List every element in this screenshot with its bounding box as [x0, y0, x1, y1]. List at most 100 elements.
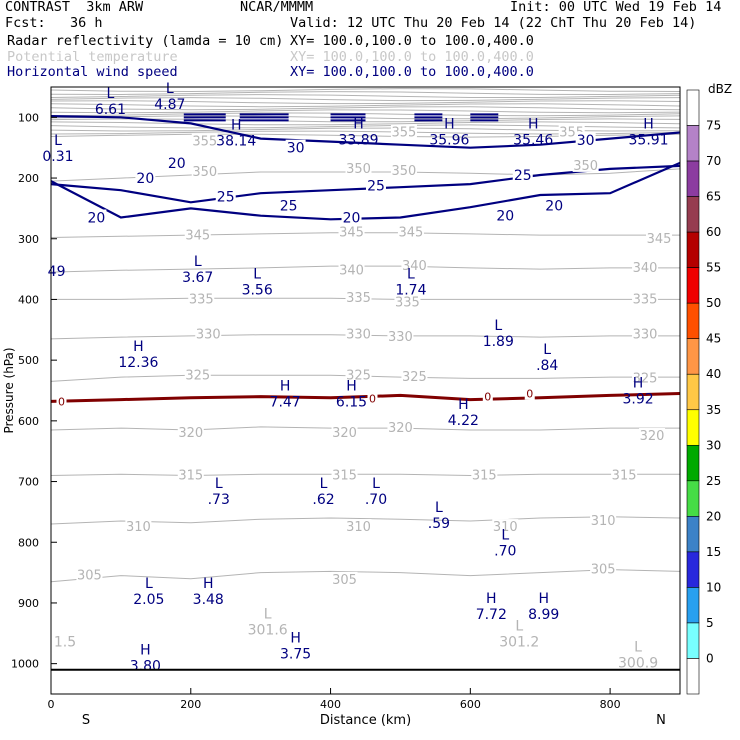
wind-extremum-value: 35.46	[513, 132, 553, 148]
theta-label: 305	[77, 569, 102, 584]
valid-time: Valid: 12 UTC Thu 20 Feb 14 (22 ChT Thu …	[290, 15, 697, 31]
theta-line-upper	[50, 97, 681, 102]
wind-label: 30	[577, 133, 595, 149]
theta-extremum-value: 301.2	[499, 634, 539, 650]
wind-extremum-type: H	[140, 643, 151, 659]
theta-label: 340	[402, 259, 427, 274]
theta-label: 305	[591, 563, 616, 578]
colorbar-label: 0	[706, 651, 714, 665]
theta-extremum-type: L	[515, 618, 523, 634]
theta-line-upper	[50, 121, 681, 126]
theta-label-bg	[387, 420, 414, 435]
theta-label: 315	[332, 468, 357, 483]
forecast-hour: Fcst: 36 h	[5, 15, 103, 31]
freezing-label-bg	[524, 387, 535, 400]
wind-label-bg	[512, 167, 533, 183]
theta-label: 335	[189, 292, 214, 307]
colorbar-swatch	[686, 231, 700, 268]
wind-label: 20	[168, 156, 186, 172]
wind-extremum-type: L	[166, 81, 174, 97]
colorbar-label: 55	[706, 261, 721, 275]
wind-extremum-type: H	[538, 591, 549, 607]
wind-label-bg	[285, 139, 306, 155]
theta-label-bg	[345, 519, 372, 534]
colorbar-swatch	[686, 89, 700, 126]
wind-extremum-type: L	[494, 318, 502, 334]
y-tick-label: 300	[18, 233, 39, 246]
wind-extremum-type: L	[543, 342, 551, 358]
colorbar-swatch	[686, 551, 700, 588]
theta-label: 305	[332, 573, 357, 588]
wind-extremum-value: 3.67	[182, 270, 213, 286]
wind-extremum-type: H	[133, 339, 144, 355]
theta-line-upper	[50, 91, 681, 96]
colorbar-swatch	[686, 622, 700, 659]
colorbar-swatch	[686, 302, 700, 340]
theta-label-bg	[331, 571, 358, 586]
wind-extremum-type: H	[633, 376, 644, 392]
y-tick-label: 400	[18, 293, 39, 306]
theta-label-bg	[191, 133, 218, 148]
wind-label-bg	[135, 170, 156, 186]
field-reflectivity-xy: XY= 100.0,100.0 to 100.0,400.0	[290, 33, 534, 49]
wind-extremum-type: H	[203, 576, 214, 592]
freezing-label-bg	[482, 390, 493, 403]
theta-line-310	[50, 516, 681, 525]
freezing-label-bg	[367, 392, 378, 405]
theta-label: 315	[472, 468, 497, 483]
x-tick-label: 800	[600, 698, 621, 711]
theta-label-bg	[390, 124, 417, 139]
wind-extremum-type: H	[290, 631, 301, 647]
wind-extremum-type: L	[501, 527, 509, 543]
theta-label-bg	[188, 291, 215, 306]
theta-label-bg	[632, 291, 659, 306]
y-tick-label: 200	[18, 172, 39, 185]
wind-extremum-type: L	[194, 254, 202, 270]
colorbar-swatch	[686, 444, 700, 482]
y-tick-label: 1000	[11, 658, 39, 671]
wind-label-bg	[365, 177, 386, 193]
y-tick-label: 100	[18, 111, 39, 124]
theta-label-bg	[177, 424, 204, 439]
wind-extremum-value: 12.36	[118, 355, 158, 371]
theta-label-bg	[611, 467, 638, 482]
wind-line-30	[50, 115, 681, 149]
wind-extremum-type: H	[353, 116, 364, 132]
wind-label: 20	[136, 171, 154, 187]
theta-label: 350	[573, 159, 598, 174]
wind-extremum-type: H	[231, 118, 242, 134]
theta-line-upper	[50, 109, 681, 114]
wind-extremum-type: L	[320, 476, 328, 492]
wind-label: 25	[217, 189, 235, 205]
theta-label: 315	[612, 468, 637, 483]
theta-label-bg	[632, 370, 659, 385]
wind-extremum-type: L	[215, 476, 223, 492]
theta-line-345	[50, 232, 680, 238]
colorbar-swatch	[686, 480, 700, 517]
wind-label-bg	[341, 209, 362, 225]
theta-label: 335	[633, 292, 658, 307]
x-tick-label: 200	[180, 698, 201, 711]
theta-label-bg	[394, 294, 421, 309]
wind-extremum-type: H	[528, 116, 539, 132]
theta-label-bg	[401, 258, 428, 273]
wind-extremum-type: L	[435, 500, 443, 516]
colorbar-swatch	[686, 516, 700, 553]
theta-label: 320	[178, 426, 203, 441]
wind-extremum-value: 0.31	[42, 149, 73, 165]
theta-line-upper	[50, 100, 681, 105]
wind-extremum-value: .59	[428, 516, 450, 532]
theta-label: 325	[633, 371, 658, 386]
theta-label-bg	[572, 157, 599, 172]
theta-label: 355	[192, 135, 217, 150]
freezing-label: 0	[484, 391, 491, 404]
theta-line-upper	[50, 103, 681, 108]
y-tick-label: 700	[18, 476, 39, 489]
theta-label-bg	[590, 561, 617, 576]
y-tick-label: 600	[18, 415, 39, 428]
theta-label: 325	[346, 368, 371, 383]
colorbar-label: 65	[706, 190, 721, 204]
wind-extremum-type: H	[444, 116, 455, 132]
wind-extremum-value: 35.96	[429, 132, 469, 148]
